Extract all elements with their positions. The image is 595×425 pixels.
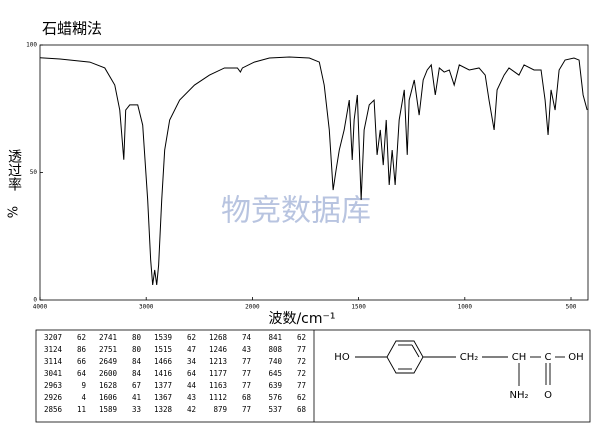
table-cell: 4: [81, 393, 86, 402]
table-cell: 2751: [99, 345, 117, 354]
x-tick-label: 2000: [245, 304, 260, 311]
table-cell: 44: [187, 381, 197, 390]
table-cell: 34: [187, 357, 197, 366]
structure-label: CH: [512, 352, 527, 363]
table-cell: 42: [187, 405, 196, 414]
table-cell: 41: [132, 393, 141, 402]
table-cell: 740: [268, 357, 282, 366]
structure-label: OH: [568, 352, 583, 363]
table-cell: 67: [132, 381, 141, 390]
structure-bonds: [355, 340, 565, 386]
table-cell: 576: [268, 393, 282, 402]
structure-label: C: [545, 352, 552, 363]
watermark: 物竞数据库: [221, 194, 371, 229]
table-cell: 2741: [99, 333, 117, 342]
table-cell: 62: [187, 333, 196, 342]
table-cell: 1213: [209, 357, 227, 366]
table-cell: 47: [187, 345, 196, 354]
table-cell: 80: [132, 333, 142, 342]
table-cell: 2963: [44, 381, 62, 390]
table-cell: 62: [77, 333, 86, 342]
table-cell: 537: [268, 405, 282, 414]
benzene-ring: [386, 340, 424, 374]
table-cell: 33: [132, 405, 141, 414]
y-tick-label: 50: [30, 169, 38, 176]
table-cell: 1246: [209, 345, 228, 354]
structure-label: NH₂: [509, 390, 528, 401]
table-cell: 3114: [44, 357, 63, 366]
table-cell: 1328: [154, 405, 173, 414]
table-cell: 68: [242, 393, 252, 402]
spectrum-line: [39, 56, 588, 286]
x-label: 波数/cm⁻¹: [268, 311, 335, 327]
table-cell: 62: [297, 333, 306, 342]
table-cell: 11: [77, 405, 86, 414]
table-cell: 77: [297, 381, 306, 390]
y-tick-label: 100: [26, 42, 37, 49]
table-cell: 62: [297, 393, 306, 402]
table-cell: 2856: [44, 405, 63, 414]
table-cell: 808: [268, 345, 282, 354]
y-tick-label: 0: [33, 297, 37, 304]
table-cell: 1377: [154, 381, 172, 390]
y-label-unit: %: [7, 206, 22, 218]
table-cell: 68: [297, 405, 307, 414]
x-tick-label: 1000: [458, 304, 473, 311]
table-cell: 1163: [209, 381, 227, 390]
table-cell: 74: [242, 333, 252, 342]
chart-title: 石蜡糊法: [42, 20, 102, 38]
table-cell: 1628: [99, 381, 118, 390]
table-cell: 1416: [154, 369, 173, 378]
x-tick-label: 4000: [33, 304, 48, 311]
table-cell: 77: [242, 369, 251, 378]
table-cell: 2600: [99, 369, 118, 378]
table-cell: 1112: [209, 393, 227, 402]
table-cell: 66: [77, 357, 87, 366]
table-cell: 84: [132, 369, 142, 378]
structure-label: HO: [334, 352, 350, 363]
table-cell: 1177: [209, 369, 227, 378]
table-cell: 639: [268, 381, 282, 390]
x-tick-label: 3000: [139, 304, 154, 311]
table-cell: 841: [268, 333, 282, 342]
info-box: [35, 329, 591, 423]
table-cell: 84: [132, 357, 142, 366]
table-cell: 77: [297, 345, 306, 354]
table-cell: 86: [77, 345, 87, 354]
table-cell: 9: [81, 381, 86, 390]
table-cell: 77: [242, 381, 251, 390]
structure-label: O: [544, 390, 552, 401]
table-cell: 1466: [154, 357, 173, 366]
table-cell: 3124: [44, 345, 63, 354]
x-tick-label: 1500: [351, 304, 366, 311]
table-cell: 1539: [154, 333, 172, 342]
table-cell: 77: [242, 357, 251, 366]
table-cell: 2926: [44, 393, 63, 402]
x-tick-label: 500: [566, 304, 577, 311]
table-cell: 72: [297, 369, 306, 378]
table-cell: 2649: [99, 357, 117, 366]
table-cell: 1515: [154, 345, 172, 354]
table-cell: 80: [132, 345, 142, 354]
table-cell: 64: [77, 369, 87, 378]
table-cell: 64: [187, 369, 197, 378]
table-cell: 3041: [44, 369, 62, 378]
table-cell: 1606: [99, 393, 118, 402]
table-cell: 43: [242, 345, 251, 354]
table-cell: 879: [213, 405, 227, 414]
table-cell: 1367: [154, 393, 172, 402]
table-cell: 72: [297, 357, 306, 366]
table-cell: 3207: [44, 333, 62, 342]
table-cell: 77: [242, 405, 251, 414]
table-cell: 645: [268, 369, 282, 378]
table-cell: 1589: [99, 405, 117, 414]
table-cell: 1268: [209, 333, 228, 342]
structure-label: CH₂: [460, 352, 479, 363]
table-cell: 43: [187, 393, 196, 402]
inner-bond: [411, 344, 420, 358]
plot-frame: [39, 44, 589, 301]
y-label: 透过率: [6, 149, 22, 191]
